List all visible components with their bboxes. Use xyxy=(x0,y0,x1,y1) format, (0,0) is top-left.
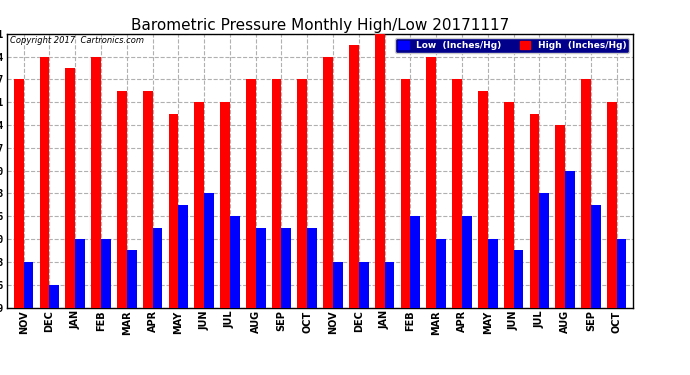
Bar xyxy=(436,239,446,308)
Bar xyxy=(488,239,497,308)
Bar xyxy=(14,80,23,308)
Bar xyxy=(50,285,59,308)
Bar xyxy=(540,194,549,308)
Text: Copyright 2017  Cartronics.com: Copyright 2017 Cartronics.com xyxy=(10,36,144,45)
Bar xyxy=(375,34,384,308)
Bar xyxy=(91,57,101,308)
Legend: Low  (Inches/Hg), High  (Inches/Hg): Low (Inches/Hg), High (Inches/Hg) xyxy=(395,38,629,53)
Bar xyxy=(220,102,230,308)
Bar xyxy=(143,91,152,308)
Bar xyxy=(230,216,239,308)
Bar xyxy=(504,102,513,308)
Bar xyxy=(297,80,307,308)
Bar xyxy=(246,80,256,308)
Bar xyxy=(178,205,188,308)
Bar xyxy=(349,45,359,308)
Bar xyxy=(168,114,178,308)
Bar xyxy=(23,262,33,308)
Bar xyxy=(333,262,343,308)
Bar xyxy=(581,80,591,308)
Bar xyxy=(426,57,436,308)
Bar xyxy=(591,205,601,308)
Bar xyxy=(452,80,462,308)
Bar xyxy=(195,102,204,308)
Bar xyxy=(117,91,127,308)
Title: Barometric Pressure Monthly High/Low 20171117: Barometric Pressure Monthly High/Low 201… xyxy=(131,18,509,33)
Bar xyxy=(617,239,627,308)
Bar xyxy=(152,228,162,308)
Bar xyxy=(39,57,50,308)
Bar xyxy=(384,262,395,308)
Bar xyxy=(555,125,565,308)
Bar xyxy=(462,216,472,308)
Bar xyxy=(256,228,266,308)
Bar xyxy=(272,80,282,308)
Bar xyxy=(323,57,333,308)
Bar xyxy=(359,262,368,308)
Bar xyxy=(307,228,317,308)
Bar xyxy=(282,228,291,308)
Bar xyxy=(607,102,617,308)
Bar xyxy=(529,114,540,308)
Bar xyxy=(204,194,214,308)
Bar xyxy=(66,68,75,308)
Bar xyxy=(478,91,488,308)
Bar xyxy=(513,251,523,308)
Bar xyxy=(565,171,575,308)
Bar xyxy=(101,239,111,308)
Bar xyxy=(75,239,85,308)
Bar xyxy=(401,80,411,308)
Bar xyxy=(411,216,420,308)
Bar xyxy=(127,251,137,308)
